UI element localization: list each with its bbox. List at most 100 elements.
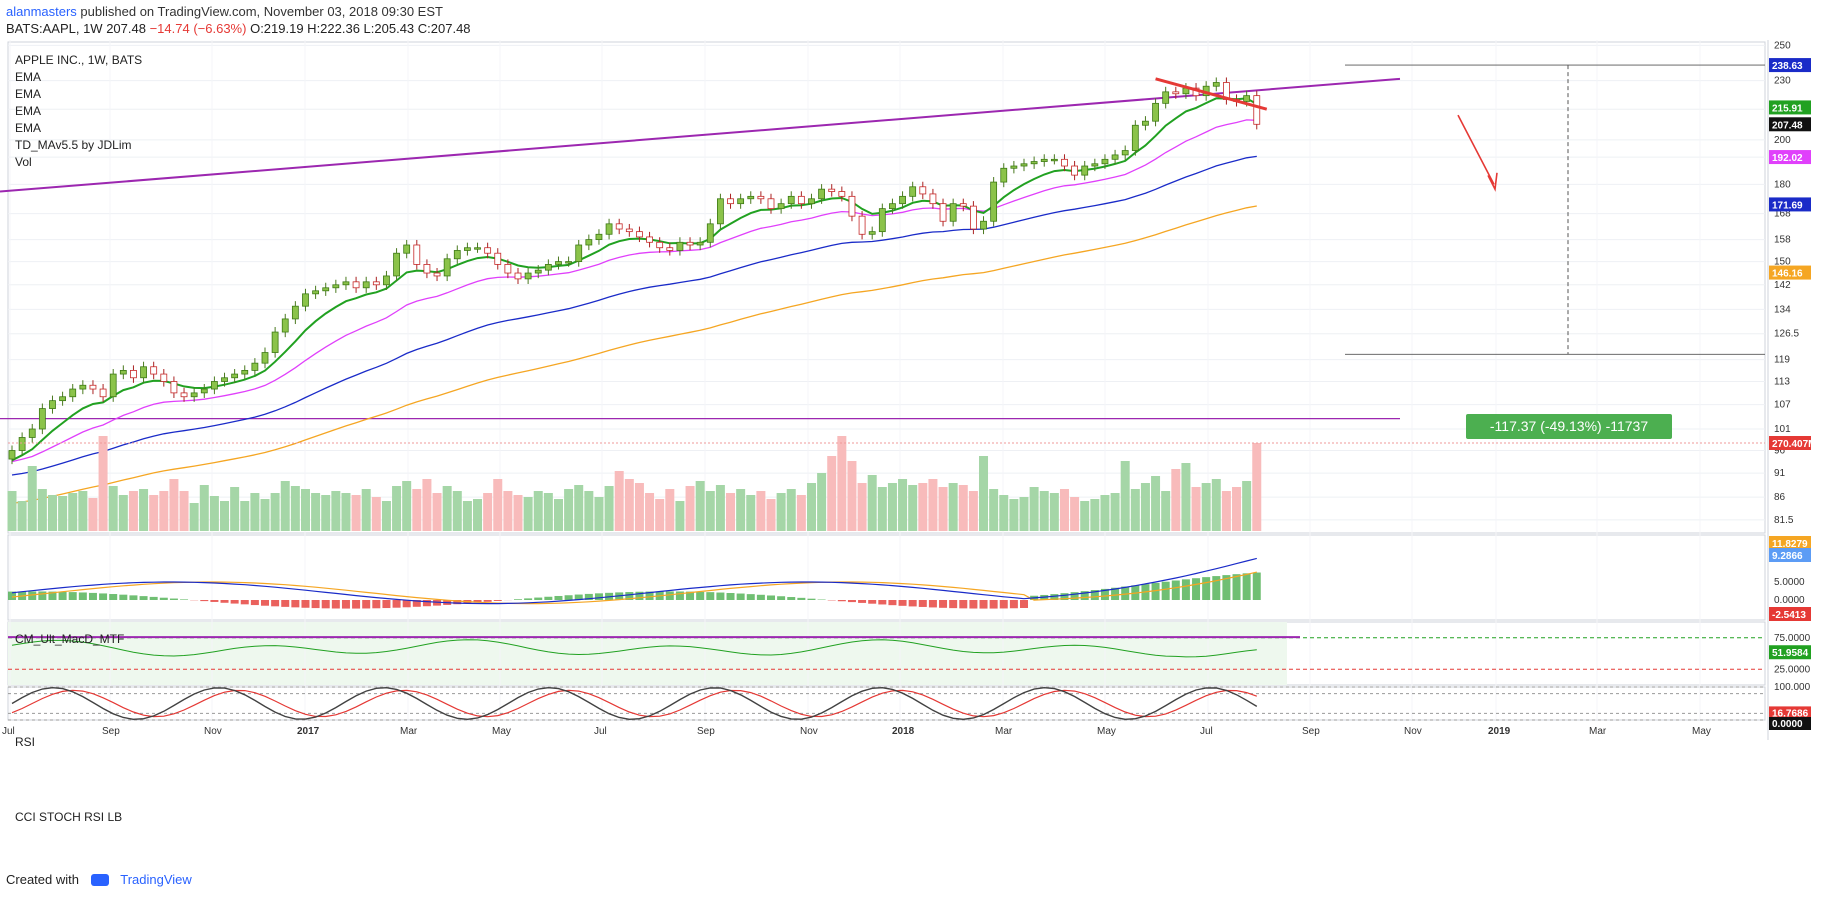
volume-bar — [1201, 483, 1211, 531]
volume-bar — [78, 491, 88, 531]
candle — [312, 290, 320, 295]
rsi-axis-badge-label: 51.9584 — [1772, 648, 1809, 659]
ema-100-line — [11, 205, 1257, 505]
candle — [696, 241, 704, 246]
volume-bar — [685, 486, 695, 531]
macd-pane-title[interactable]: CM_Ult_MacD_MTF — [15, 632, 125, 646]
macd-histogram-bar — [1151, 582, 1160, 600]
candle — [889, 203, 896, 210]
macd-histogram-bar — [301, 600, 310, 608]
candle — [939, 203, 947, 222]
macd-histogram-bar — [99, 593, 108, 600]
macd-histogram-bar — [736, 593, 745, 600]
macd-histogram-bar — [837, 600, 846, 602]
macd-histogram-bar — [686, 591, 695, 600]
macd-histogram-bar — [291, 600, 300, 608]
candle — [737, 198, 745, 205]
y-tick-label: 91 — [1774, 468, 1786, 479]
volume-bar — [989, 489, 999, 531]
macd-axis-badge-label: -2.5413 — [1772, 610, 1806, 621]
price-axis-badge — [1769, 265, 1811, 280]
volume-bar — [553, 499, 563, 531]
x-tick-label: Mar — [400, 726, 418, 737]
ticker: BATS:AAPL, 1W — [6, 21, 103, 36]
volume-bar — [726, 493, 736, 531]
macd-histogram-bar — [898, 600, 907, 606]
volume-bar — [280, 481, 290, 531]
rsi-band-fill — [8, 622, 1287, 685]
macd-histogram-bar — [665, 591, 674, 600]
volume-bar — [857, 483, 867, 531]
macd-histogram-bar — [1020, 600, 1028, 608]
rsi-pane-title[interactable]: RSI — [15, 735, 36, 749]
last-price: 207.48 — [106, 21, 146, 36]
macd-histogram-bar — [797, 597, 806, 600]
legend-item-td[interactable]: TD_MAv5.5 by JDLim — [15, 138, 132, 152]
volume-bar — [1049, 493, 1059, 531]
volume-bar — [867, 475, 877, 531]
candle — [261, 352, 269, 364]
candle — [767, 198, 775, 210]
volume-bar — [908, 485, 918, 531]
macd-histogram-bar — [1090, 590, 1099, 600]
volume-bar — [1029, 487, 1039, 531]
candle — [322, 287, 330, 292]
legend-item-ema[interactable]: EMA — [15, 104, 42, 118]
rsi-tick-label: 25.0000 — [1774, 664, 1811, 675]
macd-histogram-bar — [159, 597, 168, 600]
macd-histogram-bar — [250, 600, 259, 606]
candle — [393, 252, 400, 277]
volume-bar — [260, 499, 270, 531]
macd-axis-badge-label: 11.8279 — [1772, 539, 1808, 550]
volume-bar — [300, 489, 310, 531]
volume-bar — [1059, 489, 1069, 531]
volume-bar — [766, 499, 776, 531]
candle — [1152, 102, 1159, 122]
x-tick-label: Nov — [800, 726, 818, 737]
legend-item-ema[interactable]: EMA — [15, 87, 42, 101]
candle — [28, 428, 36, 438]
macd-histogram-bar — [8, 591, 16, 600]
price-axis-badge — [1769, 100, 1811, 115]
candle — [1020, 163, 1028, 167]
volume-bar — [533, 491, 543, 531]
legend-item-ema[interactable]: EMA — [15, 70, 42, 84]
author-link[interactable]: alanmasters — [6, 4, 77, 19]
legend-item-ema[interactable]: EMA — [15, 121, 42, 135]
candle — [494, 252, 502, 265]
volume-bar — [574, 485, 584, 531]
candle — [1131, 124, 1139, 151]
macd-histogram-bar — [1252, 572, 1261, 600]
volume-bar — [624, 479, 634, 531]
x-tick-label: Sep — [1302, 726, 1320, 737]
candle — [302, 293, 309, 307]
x-tick-label: Nov — [1404, 726, 1422, 737]
macd-histogram-bar — [88, 592, 97, 600]
macd-histogram-bar — [109, 594, 118, 600]
volume-bar — [331, 491, 341, 531]
macd-histogram-bar — [635, 591, 644, 600]
candle — [1030, 161, 1038, 165]
volume-bar — [169, 479, 179, 531]
volume-bar — [796, 495, 806, 531]
candle — [797, 195, 805, 205]
legend-item-volume[interactable]: Vol — [15, 155, 32, 169]
macd-histogram-bar — [453, 600, 462, 605]
volume-bar — [715, 485, 725, 531]
chart-canvas[interactable]: 250230215200192180168158150142134126.511… — [0, 40, 1828, 872]
stoch-pane-title[interactable]: CCI STOCH RSI LB — [15, 810, 123, 824]
volume-bar — [139, 489, 149, 531]
price-axis-badge — [1769, 58, 1811, 73]
candle — [433, 272, 441, 277]
macd-histogram-bar — [311, 600, 320, 609]
macd-histogram-bar — [959, 600, 968, 609]
volume-bar — [392, 486, 402, 531]
volume-bar — [1140, 483, 1150, 531]
candle — [848, 195, 856, 217]
volume-bar — [1151, 476, 1161, 531]
candle — [1081, 165, 1089, 176]
indicator-legend: APPLE INC., 1W, BATS EMA EMA EMA EMA TD_… — [15, 52, 142, 171]
macd-histogram-bar — [1222, 575, 1231, 600]
tradingview-link[interactable]: TradingView — [120, 872, 192, 887]
volume-bar — [47, 495, 57, 531]
